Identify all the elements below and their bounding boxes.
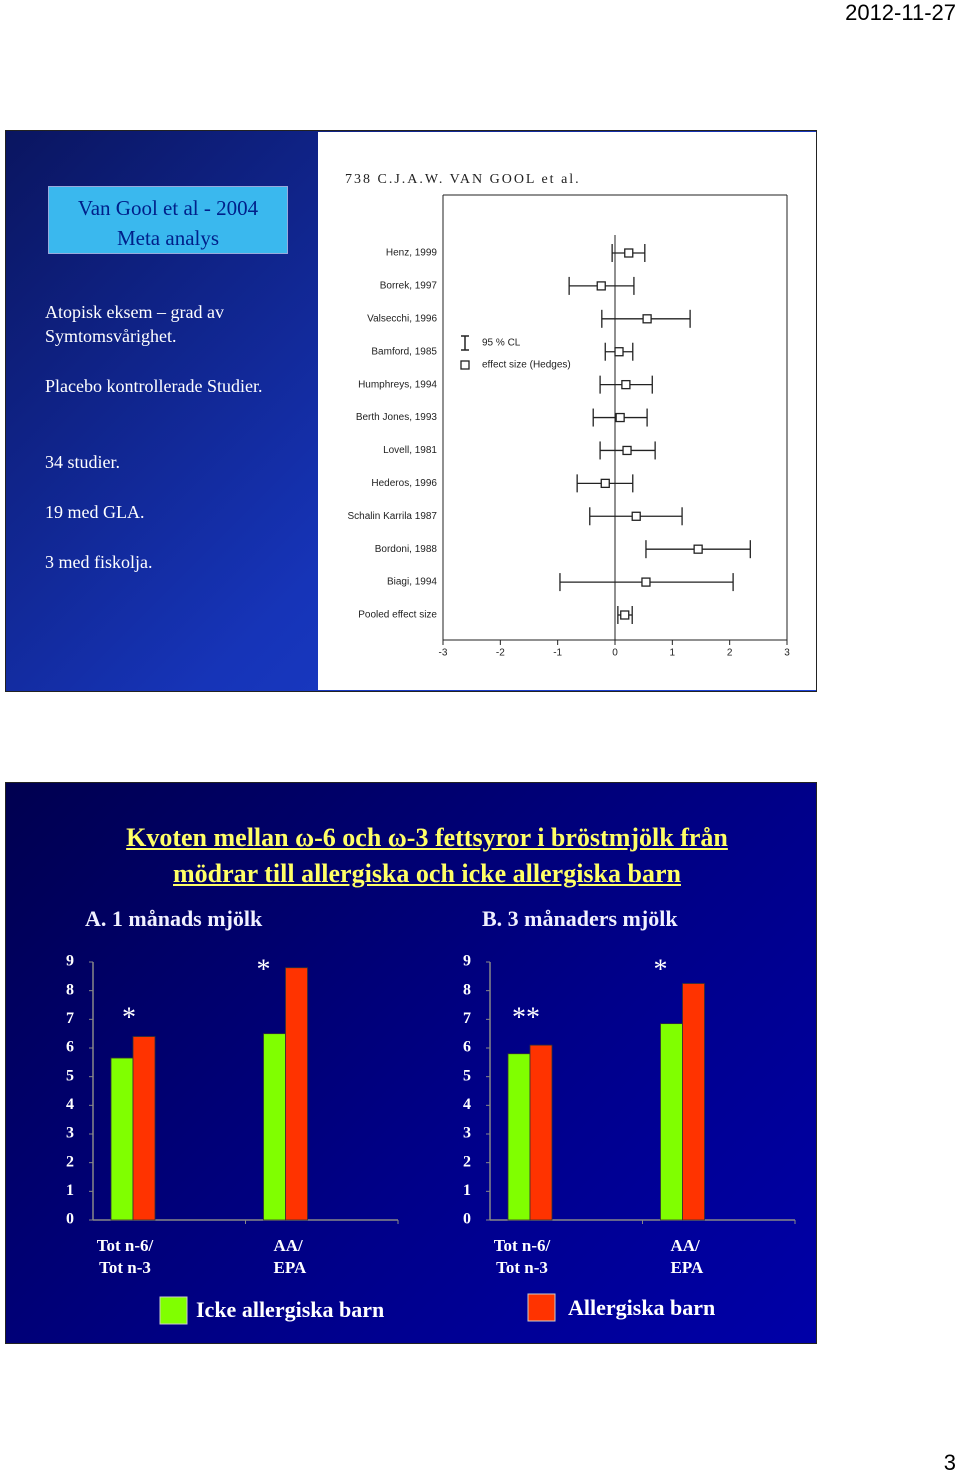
bar (263, 1033, 286, 1221)
study-label: Berth Jones, 1993 (356, 412, 438, 423)
x-tick-label: AA/ (274, 1236, 304, 1255)
effect-size (693, 544, 703, 554)
y-tick-label: 4 (66, 1096, 74, 1113)
y-tick-label: 2 (463, 1153, 471, 1170)
x-tick-label: Tot n-3 (99, 1258, 151, 1277)
chart-subtitle: B. 3 månaders mjölk (482, 906, 678, 931)
slide-title: Meta analys (116, 226, 220, 250)
chart-subtitle: A. 1 månads mjölk (85, 906, 263, 931)
legend-icon (460, 360, 470, 370)
legend-label: Icke allergiska barn (196, 1297, 384, 1322)
y-tick-label: 9 (66, 953, 74, 970)
x-tick-label: Tot n-3 (496, 1258, 548, 1277)
y-tick-label: 5 (66, 1067, 74, 1084)
x-tick-label: -2 (496, 648, 505, 659)
effect-size (631, 511, 641, 521)
bar (110, 1057, 134, 1221)
bar (507, 1053, 531, 1221)
x-tick-label: 1 (670, 648, 676, 659)
effect-size (620, 610, 630, 620)
legend-label: Allergiska barn (568, 1295, 715, 1320)
y-tick-label: 9 (463, 953, 471, 970)
x-tick-label: Tot n-6/ (494, 1236, 551, 1255)
x-tick-label: 3 (784, 648, 790, 659)
slide-title-box: Van Gool et al - 2004 Meta analys (48, 186, 288, 254)
figure (318, 132, 816, 690)
y-tick-label: 1 (463, 1182, 471, 1199)
effect-size (614, 347, 624, 357)
bar (529, 1044, 553, 1221)
bullet: 19 med GLA. (45, 502, 145, 522)
y-tick-label: 3 (463, 1125, 471, 1142)
title-line: mödrar till allergiska och icke allergis… (173, 859, 681, 888)
effect-size (622, 445, 632, 456)
study-label: Hederos, 1996 (371, 478, 437, 489)
x-tick-label: AA/ (671, 1236, 701, 1255)
slide-title: Van Gool et al - 2004 (77, 196, 259, 220)
study-label: Pooled effect size (358, 610, 437, 621)
effect-size (641, 577, 651, 587)
x-tick-label: -1 (553, 648, 562, 659)
significance-marker: ** (512, 1002, 540, 1033)
study-label: Lovell, 1981 (383, 445, 437, 456)
y-tick-label: 6 (463, 1039, 471, 1056)
bar (132, 1036, 156, 1221)
legend-label: effect size (Hedges) (482, 360, 571, 371)
y-tick-label: 2 (66, 1153, 74, 1170)
study-label: Humphreys, 1994 (358, 379, 437, 390)
significance-marker: * (122, 1002, 136, 1033)
legend-swatch (527, 1293, 556, 1322)
y-tick-label: 5 (463, 1067, 471, 1084)
study-label: Bamford, 1985 (371, 346, 437, 357)
y-tick-label: 0 (463, 1211, 471, 1228)
figure-header: 738 C.J.A.W. VAN GOOL et al. (345, 172, 581, 187)
y-tick-label: 0 (66, 1211, 74, 1228)
x-tick-label: EPA (274, 1258, 307, 1277)
page-number: 3 (943, 1450, 956, 1475)
y-tick-label: 7 (463, 1010, 471, 1027)
x-tick-label: EPA (671, 1258, 704, 1277)
effect-size (600, 478, 610, 489)
bar (682, 983, 705, 1221)
study-label: Bordoni, 1988 (375, 544, 438, 555)
significance-marker: * (257, 954, 271, 985)
bullet: 34 studier. (45, 452, 120, 472)
study-label: Schalin Karrila 1987 (348, 511, 438, 522)
date: 2012-11-27 (845, 0, 956, 25)
effect-size (621, 379, 631, 390)
bullet: Atopisk eksem – grad av Symtomsvårighet. (45, 302, 224, 346)
legend-label: 95 % CL (482, 338, 521, 349)
effect-size (615, 412, 625, 423)
y-tick-label: 8 (66, 981, 74, 998)
study-label: Biagi, 1994 (387, 577, 437, 588)
bar (660, 1023, 683, 1221)
effect-size (624, 248, 634, 258)
y-tick-label: 6 (66, 1039, 74, 1056)
y-tick-label: 4 (463, 1096, 471, 1113)
bullet: 3 med fiskolja. (45, 552, 153, 572)
study-label: Henz, 1999 (386, 248, 438, 259)
y-tick-label: 3 (66, 1125, 74, 1142)
bar (285, 967, 308, 1221)
x-tick-label: 2 (727, 648, 733, 659)
effect-size (596, 281, 606, 291)
significance-marker: * (654, 954, 668, 985)
slide-title: Kvoten mellan ω-6 och ω-3 fettsyror i br… (0, 820, 854, 892)
effect-size (642, 314, 652, 324)
x-tick-label: Tot n-6/ (97, 1236, 154, 1255)
study-label: Valsecchi, 1996 (367, 313, 437, 324)
bullet: Placebo kontrollerade Studier. (45, 376, 263, 396)
x-tick-label: 0 (612, 648, 618, 659)
y-tick-label: 1 (66, 1182, 74, 1199)
study-label: Borrek, 1997 (380, 281, 438, 292)
y-tick-label: 7 (66, 1010, 74, 1027)
title-line: Kvoten mellan ω-6 och ω-3 fettsyror i br… (126, 823, 728, 852)
x-tick-label: -3 (439, 648, 448, 659)
y-tick-label: 8 (463, 981, 471, 998)
legend-swatch (159, 1296, 188, 1325)
